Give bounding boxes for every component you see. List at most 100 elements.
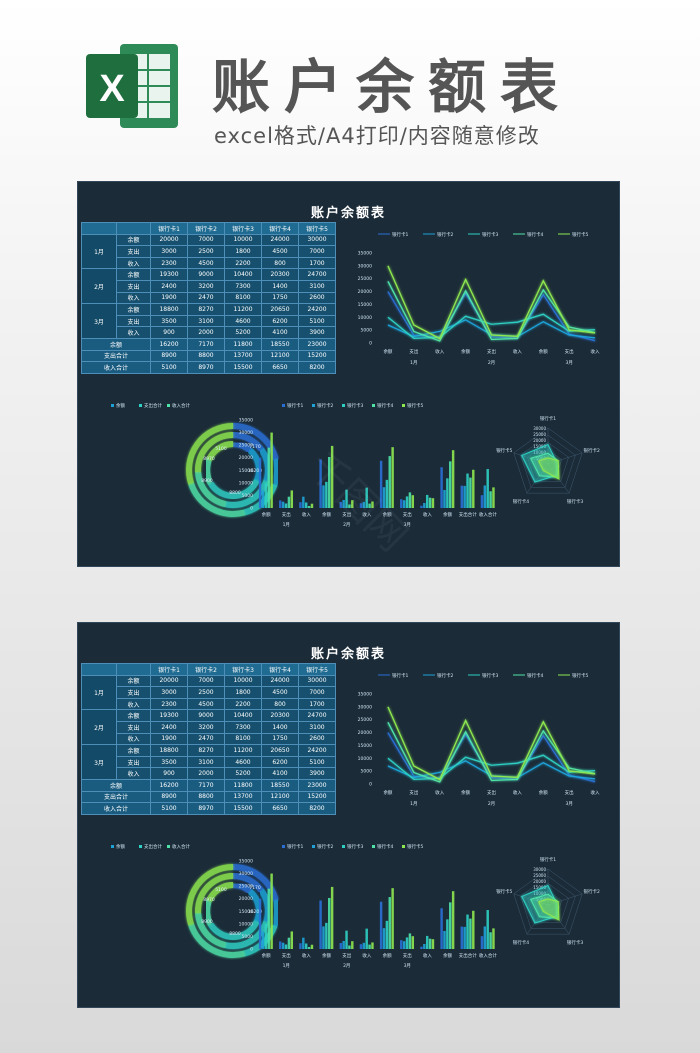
radar-axis-label: 银行卡4: [513, 498, 529, 505]
donut-segment: [188, 923, 246, 958]
line-legend-label: 银行卡3: [482, 231, 498, 238]
bar-legend-swatch: [402, 845, 405, 848]
bar-legend-swatch: [312, 845, 315, 848]
table-cell: 3900: [298, 767, 336, 780]
bar-y-tick: 10000: [239, 480, 253, 486]
bar: [449, 461, 452, 508]
bar-y-tick: 15000: [239, 468, 253, 474]
donut-legend-label: 收入合计: [172, 402, 190, 409]
table-cell: 24200: [298, 744, 336, 757]
line-y-tick: 30000: [358, 263, 372, 269]
bar-x-tick: 支出合计: [459, 952, 477, 959]
bar-y-tick: 20000: [239, 455, 253, 461]
bar: [290, 931, 294, 949]
bar-x-tick: 余额: [383, 952, 392, 959]
line-x-tick: 收入: [435, 348, 444, 355]
line-y-tick: 0: [369, 782, 372, 788]
bar: [342, 499, 345, 508]
bar: [463, 926, 466, 949]
bar: [400, 940, 403, 949]
bar: [382, 928, 386, 949]
bar: [443, 930, 446, 949]
radar-series: [537, 457, 560, 480]
table-cell: 24000: [261, 674, 299, 688]
line-legend-label: 银行卡4: [527, 231, 543, 238]
column-header: 银行卡5: [298, 222, 336, 235]
bar-x-tick: 收入: [302, 952, 311, 959]
table-cell: 24700: [298, 709, 336, 722]
bar-legend-label: 银行卡2: [317, 843, 333, 850]
bar: [258, 457, 262, 508]
bar-x-tick: 收入合计: [479, 952, 497, 959]
line-x-tick: 收入: [513, 789, 522, 796]
line-x-tick: 余额: [461, 348, 470, 355]
table-cell: 2300: [150, 697, 188, 711]
bar: [483, 485, 487, 508]
table-cell: 800: [261, 697, 299, 711]
row-label: 余额: [116, 709, 151, 722]
bar: [258, 898, 262, 949]
bar: [261, 931, 265, 949]
table-cell: 3100: [298, 279, 336, 293]
bar-legend-swatch: [372, 845, 375, 848]
bar: [267, 888, 270, 949]
line-x-tick: 支出: [487, 789, 496, 796]
radar-tick: 15000: [533, 444, 546, 449]
bar: [460, 926, 463, 949]
total-label: 支出合计: [81, 790, 151, 804]
column-header: 银行卡3: [224, 222, 262, 235]
total-cell: 6650: [261, 361, 299, 374]
line-legend-label: 银行卡4: [527, 672, 543, 679]
donut-legend-swatch: [167, 845, 170, 848]
bar-legend-label: 银行卡4: [377, 402, 393, 409]
bar: [359, 944, 363, 949]
bar: [411, 495, 415, 508]
bar-legend-swatch: [282, 404, 285, 407]
donut-legend-swatch: [111, 845, 114, 848]
bar: [425, 494, 429, 508]
donut-segment: [271, 899, 280, 927]
bar: [345, 930, 348, 949]
table-cell: 30000: [298, 674, 336, 688]
donut-segment: [195, 432, 234, 473]
bar-group-label: 1月: [283, 963, 290, 969]
bar: [365, 487, 368, 508]
row-label: 余额: [116, 233, 151, 247]
radar-tick: 20000: [533, 879, 546, 884]
bar: [486, 469, 489, 508]
bar-group-label: 2月: [343, 963, 350, 969]
bar: [362, 501, 366, 508]
charts-layer: 银行卡1 银行卡2 银行卡3 银行卡4 银行卡505000100001500020000…: [111, 231, 600, 528]
donut-segment: [248, 889, 262, 923]
line-series: [387, 291, 596, 342]
bar: [365, 928, 368, 949]
bar: [466, 914, 469, 949]
bar-y-tick: 25000: [239, 443, 253, 449]
line-x-tick: 支出: [409, 789, 418, 796]
bar-y-tick: 0: [250, 947, 253, 953]
table-cell: 7300: [224, 720, 262, 734]
bar: [451, 450, 455, 508]
bar: [460, 485, 463, 508]
bar: [307, 946, 311, 949]
line-x-tick: 支出: [409, 348, 418, 355]
donut-segment: [232, 441, 253, 453]
bar: [443, 489, 446, 508]
bar-legend-swatch: [372, 404, 375, 407]
donut-segment: [207, 920, 260, 940]
bar-x-tick: 支出合计: [459, 511, 477, 518]
bar-y-tick: 25000: [239, 884, 253, 890]
donut-segment: [232, 432, 264, 452]
sheet-preview-1: 账户余额表 银行卡1 银行卡2 银行卡3 银行卡4 银行卡5 1月 余额 20000 7000 1…: [77, 181, 620, 567]
table-cell: 20000: [150, 674, 188, 688]
radar-axis-label: 银行卡1: [540, 856, 556, 863]
total-cell: 8200: [298, 361, 336, 374]
donut-segment: [258, 888, 271, 924]
line-y-tick: 35000: [358, 251, 372, 257]
bar-x-tick: 余额: [443, 952, 452, 959]
bar: [440, 908, 443, 949]
table-cell: 7000: [187, 233, 225, 247]
line-series: [387, 313, 596, 340]
table-cell: 4500: [187, 697, 225, 711]
bar-x-tick: 支出: [403, 511, 412, 518]
